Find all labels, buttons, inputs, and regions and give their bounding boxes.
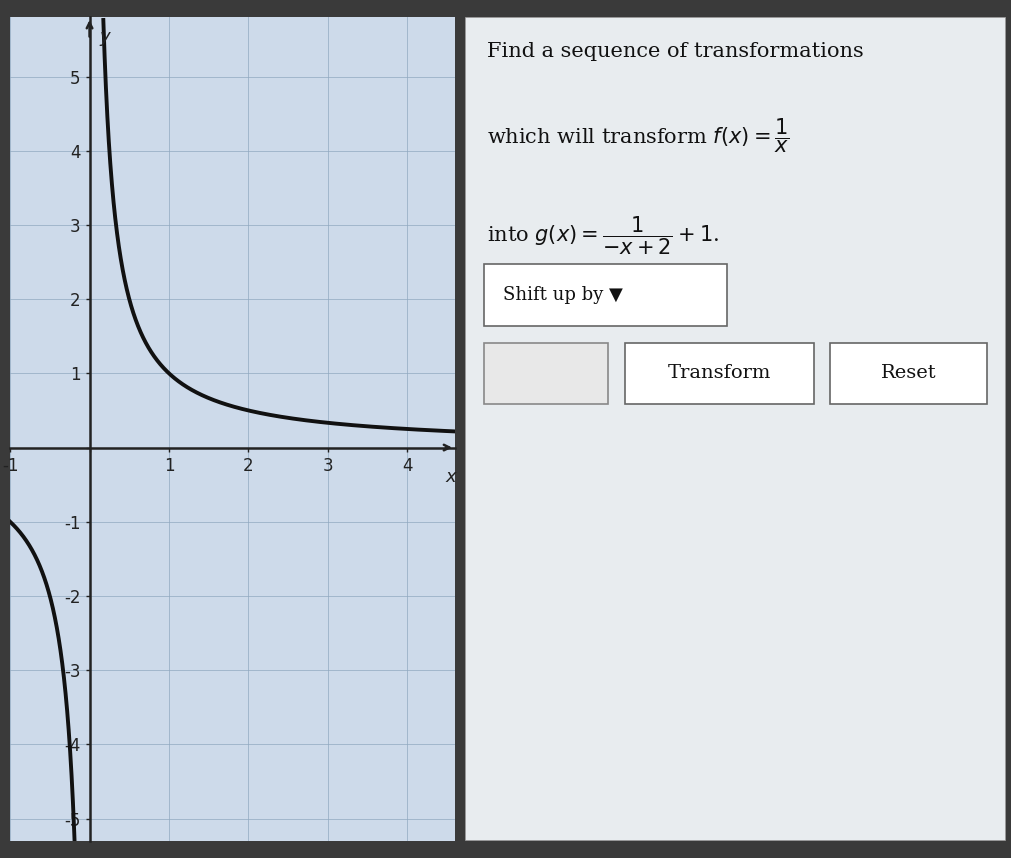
Text: Find a sequence of transformations: Find a sequence of transformations [486,42,863,61]
Text: into $g(x) = \dfrac{1}{-x+2}+1$.: into $g(x) = \dfrac{1}{-x+2}+1$. [486,214,719,257]
FancyBboxPatch shape [484,342,609,404]
Text: which will transform $f(x) = \dfrac{1}{x}$: which will transform $f(x) = \dfrac{1}{x… [486,116,790,154]
FancyBboxPatch shape [625,342,814,404]
Text: Transform: Transform [667,365,771,383]
Text: Shift up by ▼: Shift up by ▼ [502,287,623,304]
Text: Reset: Reset [881,365,936,383]
Text: y: y [99,28,110,46]
Text: x: x [446,468,456,486]
FancyBboxPatch shape [830,342,987,404]
FancyBboxPatch shape [484,264,727,326]
FancyBboxPatch shape [465,17,1006,841]
